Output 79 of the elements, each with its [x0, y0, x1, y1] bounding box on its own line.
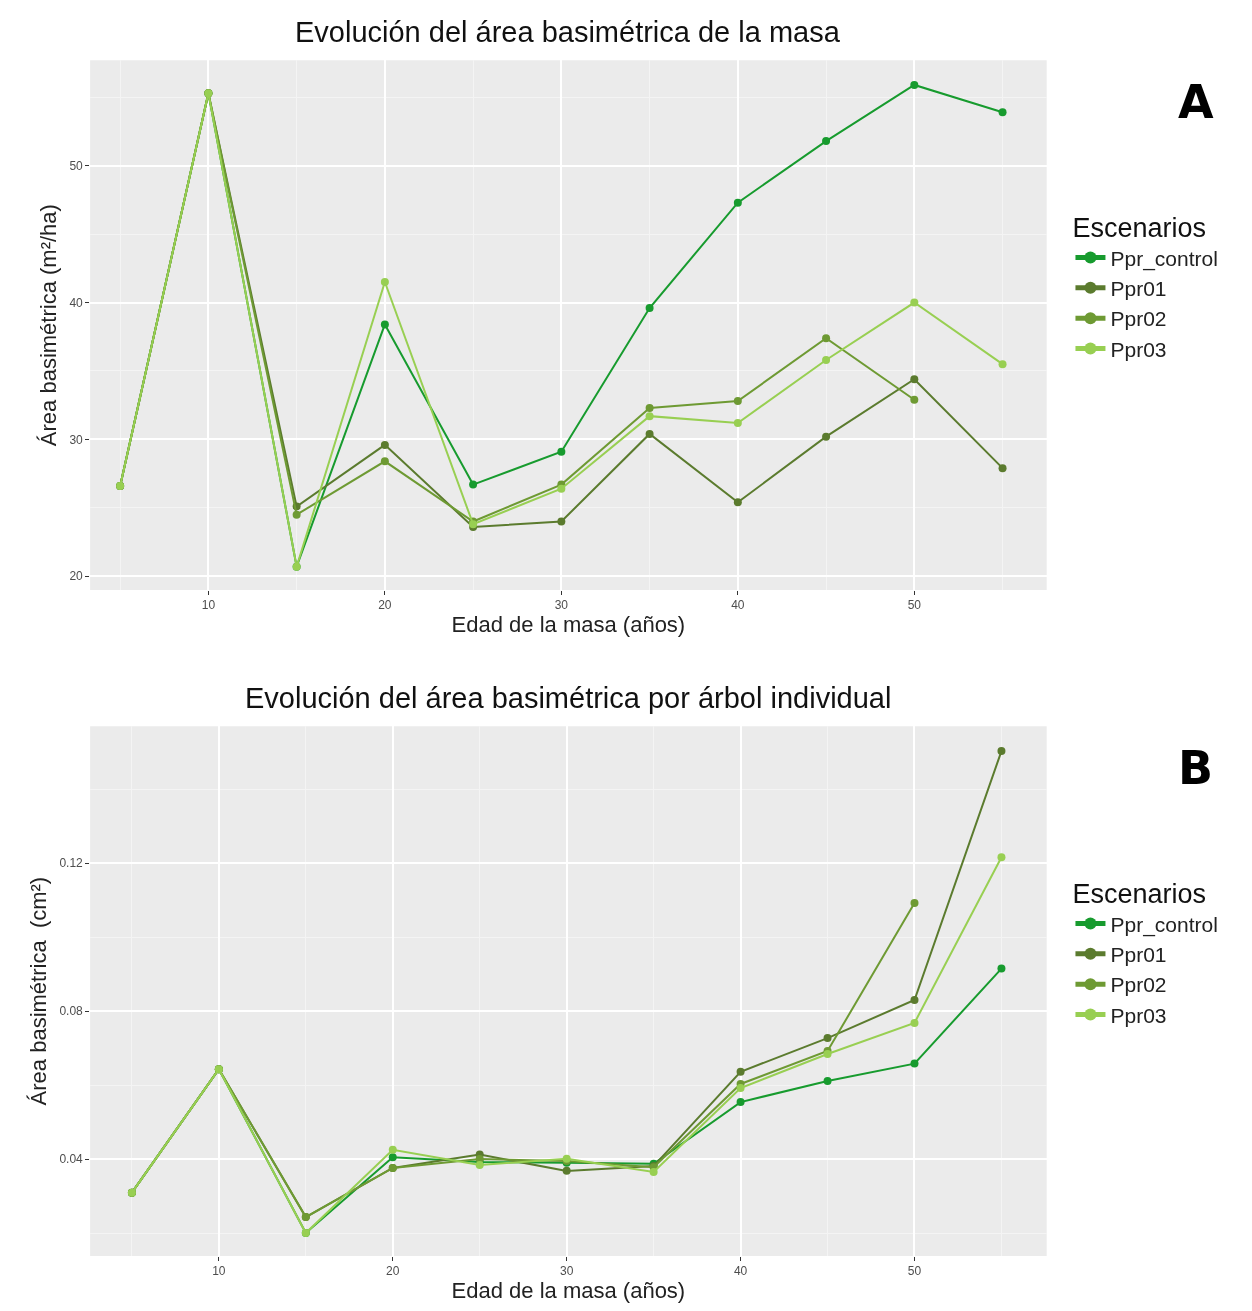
- point: [380, 320, 389, 329]
- x-tick-label: 10: [201, 598, 216, 613]
- x-tick-label: 40: [731, 598, 745, 613]
- point: [910, 395, 919, 404]
- x-tick-label: 20: [386, 1264, 400, 1279]
- point: [388, 1153, 397, 1162]
- point: [380, 440, 389, 449]
- point: [645, 412, 654, 421]
- chart-title: Evolución del área basimétrica por árbol individual: [245, 682, 892, 714]
- x-axis-title: Edad de la masa (años): [451, 612, 686, 638]
- point: [557, 517, 566, 526]
- x-axis-title: Edad de la masa (años): [451, 1278, 686, 1304]
- y-tick-label: 30: [69, 432, 84, 447]
- y-tick-label: 50: [69, 158, 84, 173]
- legend-title: Escenarios: [1072, 879, 1207, 910]
- text: A: [1178, 75, 1214, 129]
- y-tick-label: 40: [69, 295, 84, 310]
- point: [822, 137, 831, 146]
- x-tick-label: 20: [378, 598, 392, 613]
- legend-label: Ppr02: [1110, 973, 1167, 997]
- point: [649, 1167, 658, 1176]
- y-tick-label: 0.08: [59, 1004, 84, 1019]
- point: [823, 1076, 832, 1085]
- y-axis-title: Área basimétrica (cm²): [26, 876, 52, 1106]
- point: [998, 360, 1007, 369]
- point: [910, 899, 919, 908]
- y-tick-label: 20: [69, 569, 84, 584]
- point: [998, 108, 1007, 117]
- point: [997, 964, 1006, 973]
- point: [997, 853, 1006, 862]
- point: [733, 198, 742, 207]
- point: [562, 1166, 571, 1175]
- x-tick-label: 30: [559, 1264, 574, 1279]
- x-tick-label: 40: [733, 1264, 748, 1279]
- chart-title: Evolución del área basimétrica de la masa: [295, 16, 841, 48]
- point: [910, 1018, 919, 1027]
- point: [645, 429, 654, 438]
- point: [823, 1034, 832, 1043]
- x-tick-label: 50: [907, 598, 922, 613]
- point: [910, 375, 919, 384]
- point: [380, 278, 389, 287]
- legend-label: Ppr_control: [1110, 246, 1218, 271]
- y-tick-label: 0.04: [59, 1152, 84, 1167]
- legend-title: Escenarios: [1072, 213, 1207, 244]
- point: [910, 995, 919, 1004]
- x-tick-label: 30: [554, 598, 569, 613]
- text: B: [1178, 741, 1214, 795]
- legend-label: Ppr03: [1110, 1003, 1167, 1027]
- point: [557, 484, 566, 493]
- point: [822, 356, 831, 365]
- y-tick-label: 0.12: [59, 856, 84, 871]
- point: [388, 1145, 397, 1154]
- point: [469, 480, 478, 489]
- point: [645, 304, 654, 313]
- point: [733, 397, 742, 406]
- y-axis-title: Área basimétrica (m²/ha): [36, 204, 62, 447]
- point: [736, 1067, 745, 1076]
- legend-label: Ppr01: [1110, 943, 1167, 967]
- point: [733, 498, 742, 507]
- legend-label: Ppr_control: [1110, 912, 1218, 937]
- point: [736, 1084, 745, 1093]
- legend-label: Ppr02: [1110, 307, 1167, 331]
- point: [645, 403, 654, 412]
- point: [380, 457, 389, 466]
- point: [292, 510, 301, 519]
- x-tick-label: 50: [907, 1264, 922, 1279]
- point: [910, 1059, 919, 1068]
- point: [910, 298, 919, 307]
- point: [822, 334, 831, 343]
- point: [822, 432, 831, 441]
- point: [997, 747, 1006, 756]
- x-tick-label: 10: [212, 1264, 226, 1279]
- point: [557, 447, 566, 456]
- legend-label: Ppr03: [1110, 337, 1167, 361]
- point: [910, 80, 919, 89]
- point: [998, 464, 1007, 473]
- point: [733, 418, 742, 427]
- point: [736, 1098, 745, 1107]
- legend-label: Ppr01: [1110, 277, 1167, 301]
